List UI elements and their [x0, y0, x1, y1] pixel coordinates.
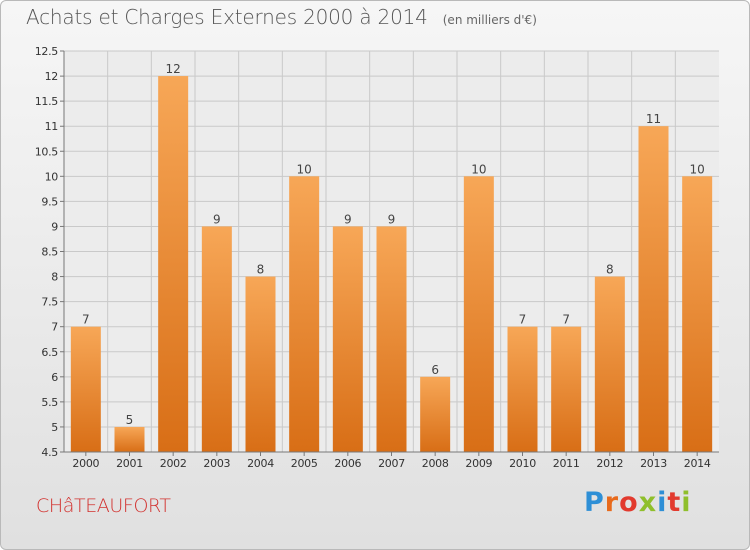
data-label: 6	[431, 363, 439, 377]
data-label: 9	[213, 212, 221, 226]
city-name: CHâTEAUFORT	[36, 495, 171, 517]
x-tick-label: 2013	[640, 457, 667, 470]
bar-2011	[551, 326, 582, 452]
bar-2010	[507, 326, 538, 452]
x-tick-label: 2009	[465, 457, 492, 470]
data-label: 7	[82, 313, 90, 327]
brand-letter: x	[638, 487, 658, 518]
data-label: 10	[297, 162, 312, 176]
y-tick-label: 11	[45, 120, 58, 133]
x-tick-label: 2010	[509, 457, 536, 470]
bar-2009	[463, 176, 494, 452]
data-label: 7	[519, 313, 527, 327]
bars	[70, 76, 713, 452]
y-tick-label: 7	[51, 321, 58, 334]
brand-letter: i	[657, 487, 668, 518]
chart-title: Achats et Charges Externes 2000 à 2014	[26, 5, 428, 29]
data-label: 7	[562, 313, 570, 327]
bar-2013	[638, 126, 669, 452]
x-tick-label: 2011	[553, 457, 580, 470]
y-tick-label: 10.5	[35, 145, 59, 158]
data-label: 8	[606, 263, 614, 277]
axes: 4.5 5 5.5 6 6.5 7 7.5 8 8.5 9 9.5 10 10.5 11 11.5 12 12.…	[35, 45, 719, 470]
bar-2002	[158, 76, 189, 452]
x-tick-label: 2008	[422, 457, 449, 470]
chart-subtitle: (en milliers d'€)	[442, 13, 537, 27]
data-label: 5	[126, 413, 134, 427]
proxiti-logo: Proxiti	[584, 487, 692, 518]
x-tick-label: 2006	[334, 457, 361, 470]
bar-2003	[201, 226, 232, 452]
y-tick-label: 9.5	[41, 195, 58, 208]
y-tick-label: 8.5	[41, 246, 58, 259]
data-label: 8	[257, 263, 265, 277]
brand-letter: t	[667, 487, 682, 518]
y-tick-label: 6.5	[41, 346, 58, 359]
y-tick-label: 12	[45, 70, 58, 83]
x-tick-label: 2007	[378, 457, 405, 470]
y-tick-label: 4.5	[41, 446, 58, 459]
y-tick-label: 9	[51, 220, 58, 233]
x-tick-label: 2014	[684, 457, 711, 470]
x-tick-label: 2005	[291, 457, 318, 470]
title-row: Achats et Charges Externes 2000 à 2014 (…	[26, 5, 537, 29]
brand-letter: P	[584, 487, 605, 518]
brand-letter: o	[619, 487, 639, 518]
y-tick-label: 7.5	[41, 296, 58, 309]
y-tick-label: 8	[51, 271, 58, 284]
bar-2006	[332, 226, 363, 452]
y-tick-label: 5.5	[41, 396, 58, 409]
y-tick-label: 12.5	[35, 45, 59, 58]
data-label: 9	[344, 212, 352, 226]
y-tick-label: 10	[45, 170, 59, 183]
data-label: 11	[646, 112, 661, 126]
bar-2007	[376, 226, 407, 452]
data-label: 10	[471, 162, 486, 176]
bar-2012	[594, 276, 625, 452]
bar-2001	[114, 426, 145, 452]
x-tick-label: 2002	[160, 457, 187, 470]
x-tick-label: 2004	[247, 457, 274, 470]
y-tick-label: 11.5	[35, 95, 59, 108]
bar-2005	[289, 176, 320, 452]
bar-2014	[682, 176, 713, 452]
brand-letter: r	[604, 487, 620, 518]
x-tick-label: 2012	[596, 457, 623, 470]
x-tick-label: 2001	[116, 457, 143, 470]
data-label: 10	[690, 162, 705, 176]
bar-2004	[245, 276, 276, 452]
bar-2000	[70, 326, 101, 452]
y-tick-label: 6	[51, 371, 58, 384]
data-label: 9	[388, 212, 396, 226]
brand-letter: i	[681, 487, 692, 518]
data-labels: 7 5 12 9 8 10 9 9 6 10 7 7 8 11 10	[82, 62, 705, 427]
data-label: 12	[166, 62, 181, 76]
y-tick-label: 5	[51, 421, 58, 434]
x-tick-label: 2003	[203, 457, 230, 470]
x-tick-label: 2000	[72, 457, 99, 470]
bar-2008	[420, 376, 451, 452]
